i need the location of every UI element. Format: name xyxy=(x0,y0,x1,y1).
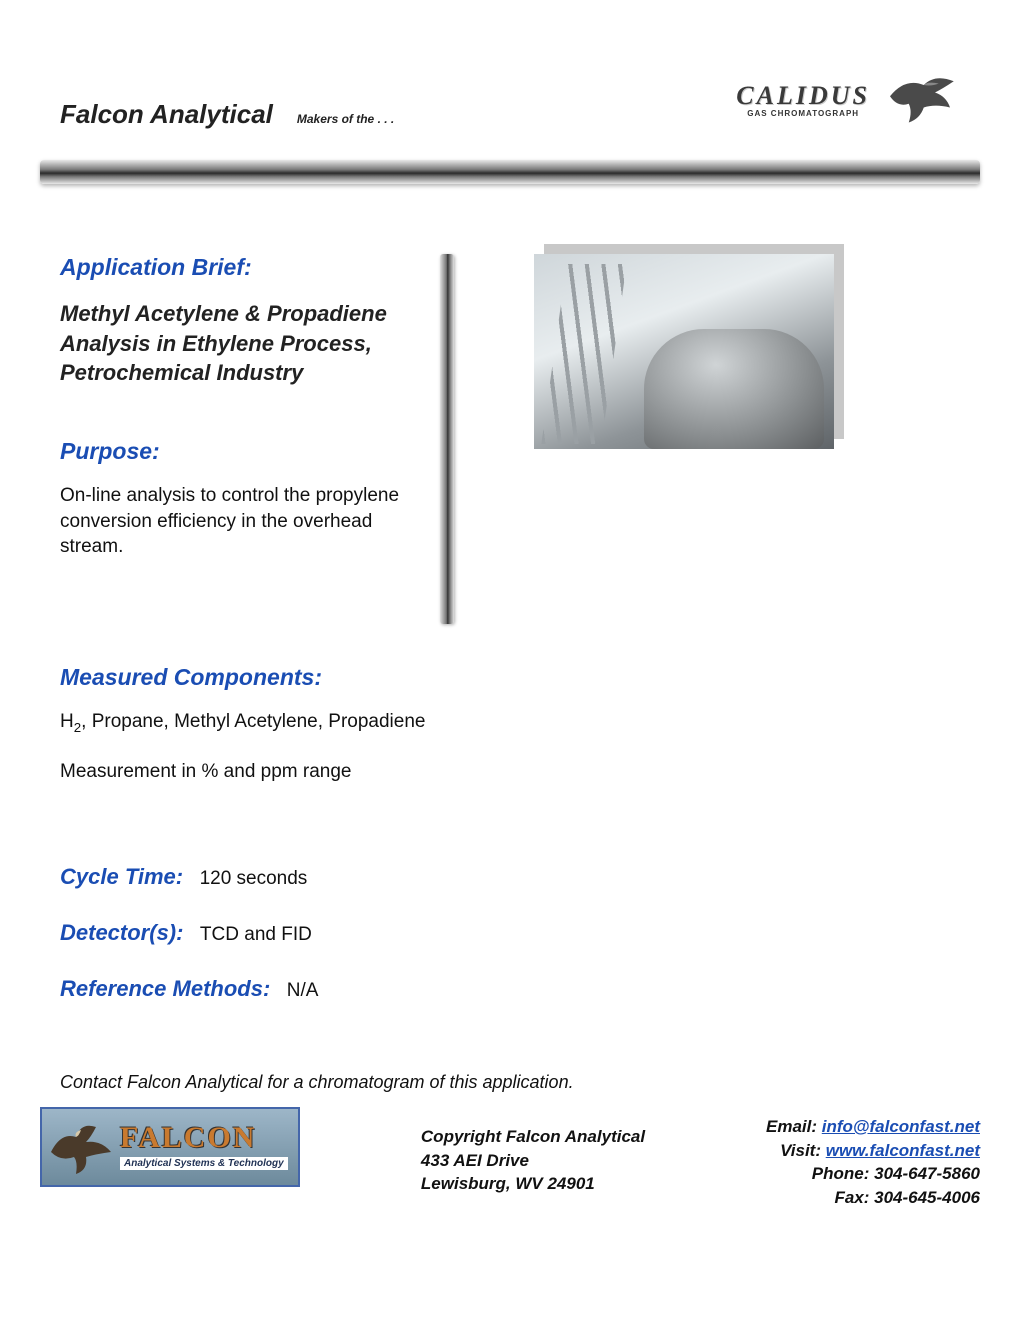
h2-prefix: H xyxy=(60,711,74,732)
measured-components-heading: Measured Components: xyxy=(60,664,960,691)
page-header: Falcon Analytical Makers of the . . . CA… xyxy=(0,0,1020,150)
visit-label: Visit: xyxy=(780,1141,826,1160)
header-right: CALIDUS GAS CHROMATOGRAPH xyxy=(736,70,960,130)
address-line2: Lewisburg, WV 24901 xyxy=(421,1172,645,1196)
cycle-time-label: Cycle Time: xyxy=(60,864,183,889)
fax-row: Fax: 304-645-4006 xyxy=(766,1186,980,1210)
reference-methods-label: Reference Methods: xyxy=(60,976,270,1001)
header-left: Falcon Analytical Makers of the . . . xyxy=(60,99,394,130)
email-label: Email: xyxy=(766,1117,822,1136)
phone-value: 304-647-5860 xyxy=(874,1164,980,1183)
header-divider-bar xyxy=(40,160,980,184)
tagline: Makers of the . . . xyxy=(297,112,394,126)
reference-methods-value: N/A xyxy=(287,980,319,1001)
website-link[interactable]: www.falconfast.net xyxy=(826,1141,980,1160)
footer-logo-word: FALCON xyxy=(120,1123,288,1153)
footer-contact: Email: info@falconfast.net Visit: www.fa… xyxy=(766,1115,980,1210)
footer-address: Copyright Falcon Analytical 433 AEI Driv… xyxy=(421,1125,645,1196)
cycle-time-row: Cycle Time: 120 seconds xyxy=(60,864,960,890)
fax-label: Fax: xyxy=(834,1188,874,1207)
application-brief-heading: Application Brief: xyxy=(60,254,400,281)
left-column: Application Brief: Methyl Acetylene & Pr… xyxy=(60,254,400,560)
application-brief-title: Methyl Acetylene & Propadiene Analysis i… xyxy=(60,299,400,388)
footer-logo: FALCON Analytical Systems & Technology xyxy=(40,1107,300,1187)
detector-label: Detector(s): xyxy=(60,920,183,945)
two-column-section: Application Brief: Methyl Acetylene & Pr… xyxy=(60,254,960,624)
footer-logo-sub: Analytical Systems & Technology xyxy=(120,1157,288,1170)
phone-label: Phone: xyxy=(812,1164,874,1183)
measured-components-line1: H2, Propane, Methyl Acetylene, Propadien… xyxy=(60,709,960,737)
detector-value: TCD and FID xyxy=(200,924,312,945)
product-subtitle: GAS CHROMATOGRAPH xyxy=(736,109,870,118)
company-name: Falcon Analytical xyxy=(60,99,273,130)
copyright-line: Copyright Falcon Analytical xyxy=(421,1125,645,1149)
content-area: Application Brief: Methyl Acetylene & Pr… xyxy=(0,184,1020,1093)
product-name: CALIDUS xyxy=(736,83,870,109)
phone-row: Phone: 304-647-5860 xyxy=(766,1162,980,1186)
page-footer: FALCON Analytical Systems & Technology C… xyxy=(40,1107,980,1210)
detector-row: Detector(s): TCD and FID xyxy=(60,920,960,946)
full-width-section: Measured Components: H2, Propane, Methyl… xyxy=(60,664,960,1093)
right-column xyxy=(494,254,960,449)
components-rest: , Propane, Methyl Acetylene, Propadiene xyxy=(81,711,425,732)
industrial-photo-container xyxy=(534,254,834,449)
falcon-logo-icon xyxy=(46,1112,116,1182)
falcon-bird-icon xyxy=(880,70,960,130)
purpose-text: On-line analysis to control the propylen… xyxy=(60,483,400,560)
cycle-time-value: 120 seconds xyxy=(200,868,308,889)
visit-row: Visit: www.falconfast.net xyxy=(766,1139,980,1163)
measured-components-line2: Measurement in % and ppm range xyxy=(60,759,960,785)
purpose-heading: Purpose: xyxy=(60,438,400,465)
address-line1: 433 AEI Drive xyxy=(421,1149,645,1173)
footer-logo-text: FALCON Analytical Systems & Technology xyxy=(120,1123,288,1171)
fax-value: 304-645-4006 xyxy=(874,1188,980,1207)
reference-methods-row: Reference Methods: N/A xyxy=(60,976,960,1002)
email-row: Email: info@falconfast.net xyxy=(766,1115,980,1139)
vertical-divider-bar xyxy=(440,254,454,624)
contact-note: Contact Falcon Analytical for a chromato… xyxy=(60,1072,960,1093)
industrial-plant-photo xyxy=(534,254,834,449)
email-link[interactable]: info@falconfast.net xyxy=(822,1117,980,1136)
product-logo-text: CALIDUS GAS CHROMATOGRAPH xyxy=(736,83,870,118)
